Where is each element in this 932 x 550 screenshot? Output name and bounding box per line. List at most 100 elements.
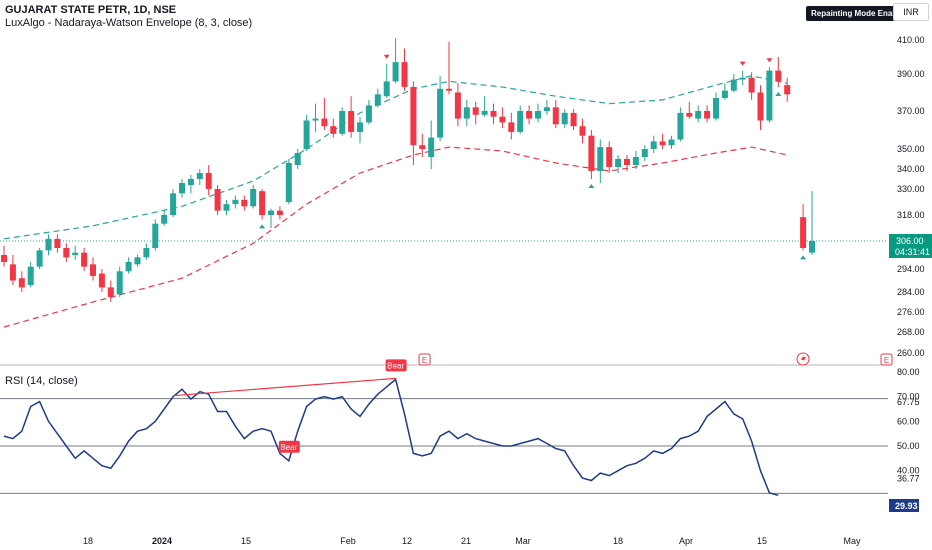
candle (152, 219, 159, 251)
rsi-gridlines (0, 398, 888, 494)
candle (392, 38, 399, 84)
candle-body (419, 145, 426, 149)
candle-body (561, 112, 568, 125)
candle-body (54, 238, 61, 248)
candle (90, 257, 96, 281)
candle-body (374, 94, 381, 106)
candle-body (481, 111, 488, 115)
candle (463, 99, 470, 127)
candle (36, 248, 43, 269)
price-gridlines (0, 240, 888, 366)
candle (143, 243, 150, 260)
price-tick-label: 318.00 (897, 210, 925, 220)
candle (45, 234, 52, 255)
candle (641, 145, 648, 161)
candle-body (116, 271, 123, 295)
price-tick-label: 284.00 (897, 287, 925, 297)
candle (312, 103, 319, 132)
candle (116, 266, 123, 297)
candle-body (9, 264, 16, 281)
candle (107, 280, 114, 302)
axis-labels: 410.00 390.00 370.00 350.00 340.00 330.00 318.… (83, 35, 932, 546)
candle-body (285, 163, 292, 202)
candle (668, 135, 675, 149)
earnings-marker (418, 353, 431, 366)
rsi-tick-label: 70.00 (897, 392, 920, 402)
candle-body (268, 210, 274, 215)
bear-signal-marker (766, 58, 773, 63)
candle (552, 99, 559, 129)
candle-body (330, 126, 337, 134)
last-price-box (889, 234, 932, 258)
candle-body (446, 88, 452, 91)
candle-body (472, 107, 479, 115)
candle-body (294, 153, 301, 165)
bear-label: Bear (387, 361, 404, 370)
earnings-marker (880, 353, 893, 366)
candle (597, 139, 604, 183)
candle-body (543, 107, 550, 111)
candle-body (357, 122, 363, 132)
candle (517, 105, 524, 134)
candle-body (632, 157, 639, 165)
bull-signal-marker (800, 255, 807, 260)
rsi-tick-label: 36.77 (897, 474, 920, 484)
candle (757, 85, 764, 130)
candle-body (107, 287, 114, 297)
candle-body (713, 98, 719, 119)
candle-body (695, 111, 702, 119)
candle (704, 105, 711, 123)
candle (134, 255, 141, 267)
candle (561, 109, 568, 129)
candle (170, 189, 177, 218)
last-price-value: 306.00 (896, 236, 924, 246)
candle (268, 208, 274, 228)
candle-body (410, 86, 417, 146)
candle (81, 248, 88, 272)
candle-body (800, 217, 807, 248)
candle (276, 206, 283, 220)
candle-body (18, 278, 25, 288)
candle (294, 149, 301, 169)
rsi-series: Bear Bear (3, 359, 779, 497)
price-tick-label: 260.00 (897, 348, 925, 358)
candle (481, 96, 488, 117)
candle (659, 133, 666, 149)
candle-body (205, 173, 212, 189)
price-tick-label: 294.00 (897, 264, 925, 274)
lower-envelope-line (3, 146, 788, 328)
candle (9, 255, 16, 286)
time-tick-label: 12 (402, 536, 412, 546)
candle (454, 83, 461, 127)
bearish-divergence-line (173, 377, 396, 397)
candle (775, 57, 782, 87)
rsi-current-value: 29.93 (895, 501, 918, 511)
candle-body (312, 118, 319, 121)
candle (259, 189, 266, 220)
currency-selector[interactable]: INR (893, 3, 929, 21)
candle (330, 118, 337, 138)
bull-signal-marker (588, 184, 595, 188)
candle-body (365, 105, 372, 123)
candle (437, 75, 444, 142)
time-tick-label: Mar (515, 536, 531, 546)
candle (72, 245, 79, 260)
bear-label-bg (278, 440, 300, 453)
candlestick-series (1, 38, 815, 302)
candle (650, 135, 657, 153)
candle-body (650, 141, 657, 149)
candle (18, 271, 25, 292)
candle-body (72, 252, 79, 255)
candle (205, 165, 212, 196)
candle (766, 67, 773, 123)
bear-signal-marker (739, 61, 746, 66)
candle-body (321, 118, 328, 127)
lightning-icon (801, 354, 806, 364)
candle-body (721, 90, 728, 99)
bull-signal-marker (775, 91, 782, 96)
candle (98, 269, 105, 292)
candle-body (730, 79, 737, 91)
bull-signal-marker (259, 224, 266, 229)
